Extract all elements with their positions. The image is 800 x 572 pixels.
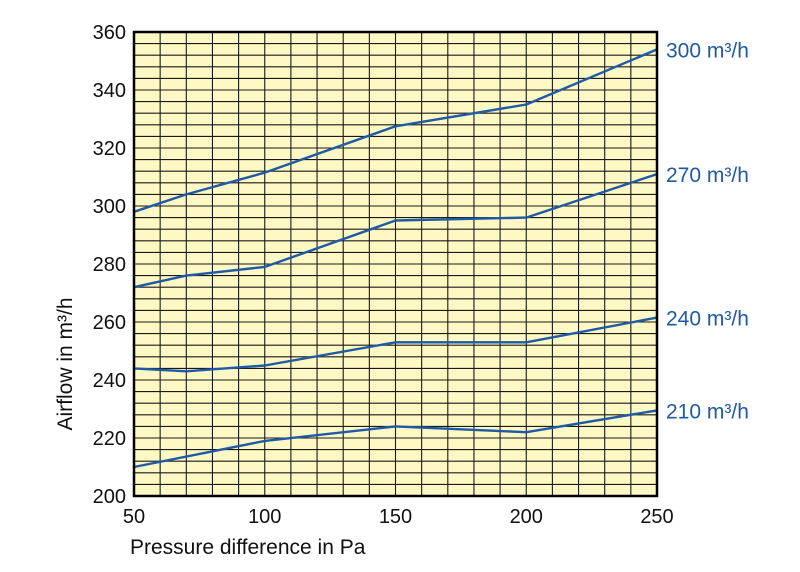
series-line-4 [133, 48, 658, 213]
y-axis-ticks: 200 220 240 260 280 300 320 340 360 [93, 22, 126, 508]
y-tick-label: 360 [93, 22, 126, 44]
series-label: 300 m³/h [666, 39, 749, 62]
y-tick-label: 200 [93, 486, 126, 508]
x-tick-label: 150 [379, 506, 412, 528]
plot-frame [132, 30, 659, 498]
series-line-2 [133, 316, 658, 373]
series-lines [133, 48, 658, 469]
y-tick-label: 300 [93, 196, 126, 218]
y-tick-label: 260 [93, 312, 126, 334]
y-tick-label: 320 [93, 138, 126, 160]
y-tick-label: 340 [93, 80, 126, 102]
y-tick-label: 280 [93, 254, 126, 276]
x-tick-label: 50 [123, 506, 145, 528]
y-axis-title: Airflow in m³/h [54, 297, 77, 430]
x-tick-label: 100 [248, 506, 281, 528]
y-tick-label: 240 [93, 370, 126, 392]
series-labels: 210 m³/h 240 m³/h 270 m³/h 300 m³/h [666, 39, 749, 423]
series-line-3 [133, 172, 658, 289]
x-axis-title: Pressure difference in Pa [130, 536, 366, 559]
series-label: 240 m³/h [666, 308, 749, 331]
series-line-1 [133, 409, 658, 469]
series-label: 270 m³/h [666, 164, 749, 187]
x-axis-ticks: 50 100 150 200 250 [123, 506, 674, 528]
y-tick-label: 220 [93, 428, 126, 450]
x-tick-label: 250 [640, 506, 673, 528]
series-label: 210 m³/h [666, 400, 749, 423]
x-tick-label: 200 [510, 506, 543, 528]
